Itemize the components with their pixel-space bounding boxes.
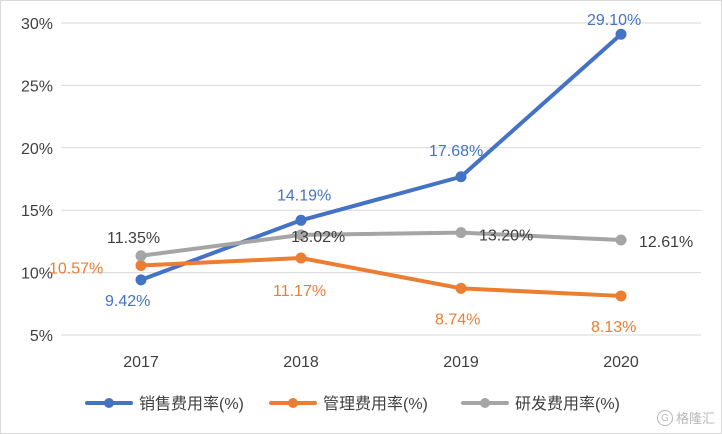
data-point xyxy=(455,282,467,294)
watermark-text: 格隆汇 xyxy=(675,411,715,426)
data-point xyxy=(615,290,627,302)
data-point xyxy=(295,214,307,226)
watermark-logo-icon: G xyxy=(656,409,673,426)
y-tick-label: 10% xyxy=(21,266,53,283)
legend-label: 研发费用率(%) xyxy=(515,395,620,413)
x-tick-label: 2018 xyxy=(283,354,319,371)
y-tick-label: 25% xyxy=(21,78,53,95)
data-label: 8.74% xyxy=(435,311,480,328)
data-label: 17.68% xyxy=(429,143,483,160)
data-point xyxy=(615,234,627,246)
watermark: G 格隆汇 xyxy=(656,408,715,427)
data-label: 10.57% xyxy=(49,260,103,277)
x-tick-label: 2019 xyxy=(443,354,479,371)
y-tick-label: 15% xyxy=(21,203,53,220)
legend-marker xyxy=(480,398,490,408)
legend-marker xyxy=(288,398,298,408)
data-label: 29.10% xyxy=(587,12,641,29)
data-label: 14.19% xyxy=(277,187,331,204)
y-tick-label: 5% xyxy=(30,328,53,345)
data-label: 12.61% xyxy=(639,234,693,251)
legend-label: 管理费用率(%) xyxy=(323,395,428,413)
legend-label: 销售费用率(%) xyxy=(139,395,244,413)
data-label: 8.13% xyxy=(591,319,636,336)
y-tick-label: 30% xyxy=(21,16,53,33)
data-point xyxy=(135,250,147,262)
series-line xyxy=(139,230,623,258)
y-tick-label: 20% xyxy=(21,141,53,158)
data-point xyxy=(455,227,467,239)
data-point xyxy=(615,28,627,40)
data-label: 11.17% xyxy=(273,283,326,300)
data-point xyxy=(455,171,467,183)
data-point xyxy=(135,274,147,286)
data-label: 13.20% xyxy=(479,228,533,245)
series-line xyxy=(139,32,623,282)
x-tick-label: 2017 xyxy=(123,354,159,371)
series-line xyxy=(139,255,623,298)
data-point xyxy=(135,259,147,271)
data-label: 9.42% xyxy=(105,293,150,310)
legend-marker xyxy=(104,398,114,408)
data-label: 11.35% xyxy=(107,230,160,247)
data-point xyxy=(295,229,307,241)
data-point xyxy=(295,252,307,264)
x-tick-label: 2020 xyxy=(603,354,639,371)
data-label: 13.02% xyxy=(291,229,345,246)
